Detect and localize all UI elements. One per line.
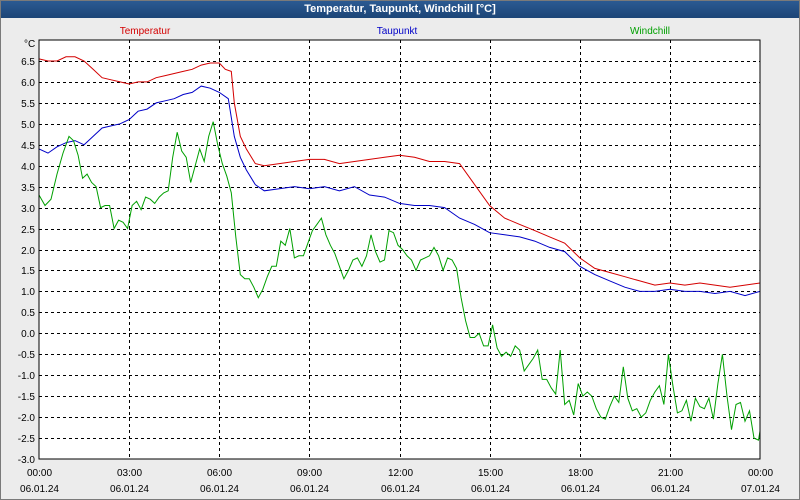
y-tick-label: -3.0	[18, 455, 36, 466]
y-tick-label: 0.5	[21, 308, 35, 319]
x-tick-date: 06.01.24	[110, 484, 149, 495]
y-axis: -3.0 -2.5 -2.0 -1.5 -1.0 -0.5 0.0 0.5 1.0 1.5 2.0 2…	[18, 57, 36, 466]
y-tick-label: 5.0	[21, 120, 35, 131]
x-tick-date: 06.01.24	[561, 484, 600, 495]
x-tick-date: 06.01.24	[200, 484, 239, 495]
x-tick-date: 06.01.24	[651, 484, 690, 495]
x-tick-date: 07.01.24	[741, 484, 780, 495]
x-tick-time: 03:00	[117, 468, 142, 479]
y-tick-label: 1.0	[21, 287, 35, 298]
x-tick-time: 12:00	[388, 468, 413, 479]
x-tick-time: 00:00	[27, 468, 52, 479]
y-tick-label: 1.5	[21, 266, 35, 277]
legend-taupunkt: Taupunkt	[377, 26, 418, 37]
x-tick-date: 06.01.24	[20, 484, 59, 495]
y-tick-label: 2.0	[21, 246, 35, 257]
y-tick-label: 6.5	[21, 57, 35, 68]
y-tick-label: 2.5	[21, 225, 35, 236]
x-axis: 00:00 06.01.24 03:00 06.01.24 06:00 06.01.24 0…	[20, 468, 780, 495]
grid	[39, 40, 760, 459]
legend-temperatur: Temperatur	[120, 26, 171, 37]
y-tick-label: -1.5	[18, 392, 36, 403]
series-line-windchill	[39, 121, 760, 441]
plot-frame	[38, 39, 761, 460]
y-axis-label: °C	[24, 39, 35, 50]
y-tick-label: -2.0	[18, 413, 36, 424]
y-tick-label: 3.5	[21, 183, 35, 194]
series-line-temperatur	[39, 56, 760, 288]
y-tick-label: 0.0	[21, 329, 35, 340]
y-tick-label: 5.5	[21, 99, 35, 110]
plot-area	[39, 40, 760, 459]
x-tick-time: 09:00	[297, 468, 322, 479]
y-tick-label: 6.0	[21, 78, 35, 89]
x-tick-time: 15:00	[478, 468, 503, 479]
y-tick-label: -2.5	[18, 434, 36, 445]
y-tick-label: 4.0	[21, 162, 35, 173]
legend-windchill: Windchill	[630, 26, 670, 37]
x-tick-time: 06:00	[207, 468, 232, 479]
legend: Temperatur Taupunkt Windchill	[120, 26, 670, 37]
y-tick-label: 3.0	[21, 204, 35, 215]
x-tick-time: 21:00	[658, 468, 683, 479]
window-title: Temperatur, Taupunkt, Windchill [°C]	[1, 1, 799, 18]
x-tick-date: 06.01.24	[471, 484, 510, 495]
x-tick-date: 06.01.24	[381, 484, 420, 495]
y-tick-label: 4.5	[21, 141, 35, 152]
x-tick-time: 00:00	[748, 468, 773, 479]
x-tick-time: 18:00	[568, 468, 593, 479]
y-tick-label: -1.0	[18, 371, 36, 382]
series-line-taupunkt	[39, 85, 760, 297]
series-group	[39, 56, 760, 441]
x-tick-date: 06.01.24	[290, 484, 329, 495]
y-tick-label: -0.5	[18, 350, 36, 361]
